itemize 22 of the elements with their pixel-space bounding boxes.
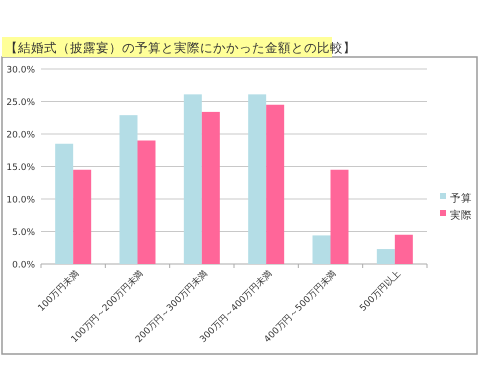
bar: [394, 234, 413, 264]
bar: [184, 94, 202, 264]
bar: [376, 249, 395, 264]
legend-label: 予算: [450, 192, 472, 204]
y-tick-label: 10.0%: [6, 196, 36, 206]
y-tick-label: 25.0%: [6, 98, 36, 108]
bar: [73, 170, 92, 264]
bar: [266, 104, 284, 264]
y-tick-label: 20.0%: [6, 130, 36, 140]
y-tick-label: 5.0%: [12, 228, 36, 238]
bar: [330, 170, 348, 264]
bar: [120, 115, 138, 264]
bar: [55, 144, 74, 264]
bar: [138, 140, 156, 264]
y-tick-label: 0.0%: [12, 260, 36, 270]
bar: [248, 94, 266, 264]
bar: [202, 112, 220, 264]
chart-title: 【結婚式（披露宴）の予算と実際にかかった金額との比較】: [5, 40, 356, 55]
bar: [312, 235, 330, 264]
y-tick-label: 30.0%: [6, 66, 36, 76]
legend-label: 実際: [450, 208, 472, 222]
y-tick-label: 15.0%: [6, 163, 36, 173]
